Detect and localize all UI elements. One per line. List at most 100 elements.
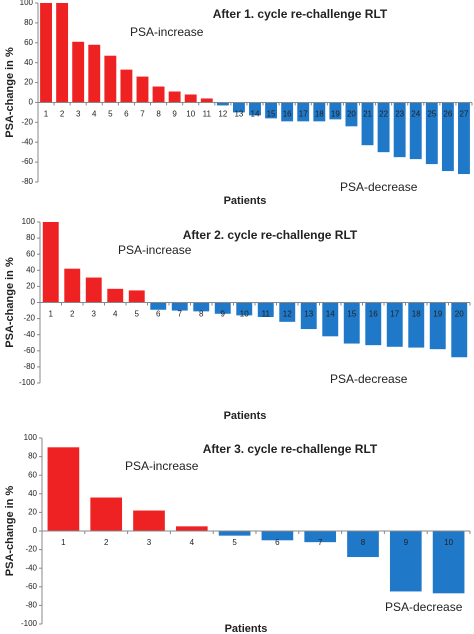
y-tick-label: 0 [33, 526, 38, 535]
y-tick-label: 40 [26, 265, 35, 274]
x-tick-label: 25 [427, 110, 436, 119]
x-tick-label: 2 [70, 310, 75, 319]
bar [42, 222, 59, 303]
x-tick-label: 10 [240, 310, 249, 319]
y-tick-label: -60 [25, 582, 37, 591]
y-tick-label: -80 [23, 362, 35, 371]
y-tick-label: -80 [25, 601, 37, 610]
y-tick-label: 100 [22, 217, 36, 226]
x-tick-label: 13 [234, 110, 243, 119]
bar [104, 55, 117, 103]
x-tick-label: 3 [147, 538, 152, 547]
bar [281, 102, 294, 122]
bar [47, 447, 80, 531]
bar [300, 302, 317, 330]
x-tick-label: 14 [251, 110, 260, 119]
bar [107, 288, 124, 303]
annotation: PSA-increase [130, 25, 204, 39]
bar [361, 102, 374, 146]
bar [249, 102, 261, 116]
bar [257, 302, 274, 317]
bar [214, 302, 231, 314]
x-tick-label: 2 [60, 110, 65, 119]
bar [152, 86, 165, 103]
x-tick-label: 15 [267, 110, 276, 119]
bar [345, 102, 358, 127]
bar [343, 302, 360, 344]
bar [429, 302, 446, 350]
annotation: PSA-increase [125, 459, 199, 473]
bar [386, 302, 403, 347]
bar [88, 44, 101, 103]
y-tick-label: 60 [28, 470, 37, 479]
y-tick-label: -80 [21, 177, 33, 186]
x-tick-label: 5 [108, 110, 113, 119]
bar [409, 102, 422, 160]
y-tick-label: 20 [26, 282, 35, 291]
bar [136, 76, 149, 103]
bar [261, 531, 294, 541]
x-tick-label: 4 [190, 538, 195, 547]
y-axis-label: PSA-change in % [4, 486, 16, 577]
bar [441, 102, 454, 172]
y-tick-label: -20 [21, 117, 33, 126]
bar [377, 102, 390, 153]
annotation: PSA-decrease [330, 372, 408, 386]
bar [216, 102, 229, 106]
y-tick-label: -40 [25, 563, 37, 572]
bar [279, 302, 296, 322]
x-tick-label: 5 [135, 310, 140, 319]
bar [329, 102, 342, 120]
bar [133, 510, 165, 531]
bar [322, 302, 339, 337]
bar [389, 531, 422, 592]
y-tick-label: 100 [20, 0, 34, 7]
bar [200, 98, 213, 103]
x-tick-label: 7 [178, 310, 183, 319]
x-tick-label: 12 [218, 110, 227, 119]
x-tick-label: 6 [124, 110, 129, 119]
x-tick-label: 14 [326, 310, 335, 319]
x-tick-label: 10 [186, 110, 195, 119]
bar [304, 531, 337, 543]
chart-title: After 2. cycle re-challenge RLT [183, 228, 358, 242]
bar [40, 3, 52, 103]
y-axis-label: PSA-change in % [4, 257, 16, 348]
bar [393, 102, 406, 158]
y-tick-label: 80 [28, 452, 37, 461]
y-tick-label: -20 [23, 314, 35, 323]
bar [85, 277, 102, 303]
chart-title: After 3. cycle re-challenge RLT [203, 442, 378, 456]
y-tick-label: -60 [23, 346, 35, 355]
x-tick-label: 15 [347, 310, 356, 319]
bar [120, 69, 133, 103]
x-tick-label: 9 [404, 538, 409, 547]
bar [425, 102, 438, 165]
x-tick-label: 24 [411, 110, 420, 119]
x-tick-label: 21 [363, 110, 372, 119]
x-tick-label: 16 [369, 310, 378, 319]
x-tick-label: 2 [104, 538, 109, 547]
chart-title: After 1. cycle re-challenge RLT [213, 7, 388, 21]
bar [432, 531, 465, 594]
x-tick-label: 1 [44, 110, 49, 119]
x-tick-label: 1 [61, 538, 66, 547]
x-tick-label: 17 [299, 110, 308, 119]
y-tick-label: 20 [24, 78, 33, 87]
x-tick-label: 18 [315, 110, 324, 119]
bar [365, 302, 382, 346]
y-tick-label: 0 [29, 98, 34, 107]
x-tick-label: 26 [443, 110, 452, 119]
x-tick-label: 8 [361, 538, 366, 547]
x-tick-label: 27 [460, 110, 469, 119]
x-tick-label: 19 [331, 110, 340, 119]
bar [218, 531, 251, 536]
x-axis-label: Patients [225, 623, 268, 634]
x-tick-label: 11 [203, 110, 212, 119]
x-tick-label: 7 [140, 110, 145, 119]
x-tick-label: 16 [283, 110, 292, 119]
x-tick-label: 20 [347, 110, 356, 119]
annotation: PSA-increase [118, 243, 192, 257]
x-tick-label: 8 [199, 310, 204, 319]
